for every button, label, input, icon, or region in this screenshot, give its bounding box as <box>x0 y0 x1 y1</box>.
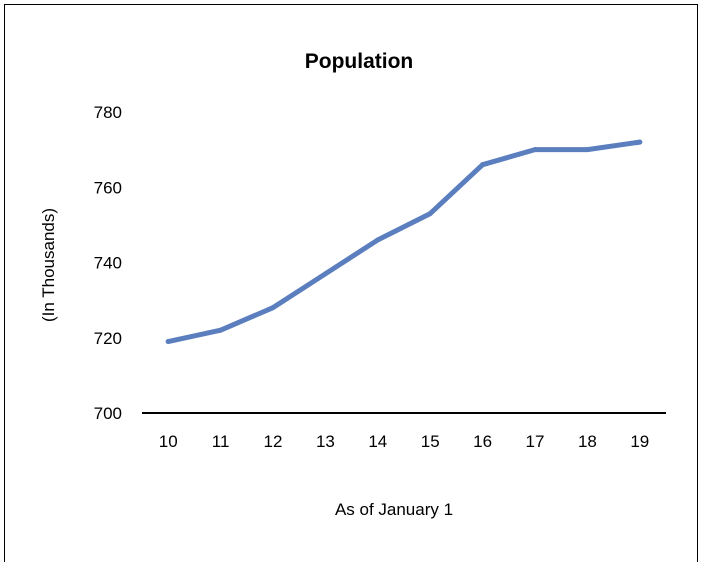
data-point <box>480 162 486 168</box>
chart-frame <box>4 4 698 562</box>
y-tick-label: 720 <box>94 329 122 348</box>
data-point <box>584 147 590 153</box>
y-axis-label: (In Thousands) <box>39 208 58 322</box>
chart-title: Population <box>305 50 414 73</box>
data-point <box>427 211 433 217</box>
x-tick-label: 13 <box>316 432 335 451</box>
data-point <box>218 327 224 333</box>
x-tick-label: 12 <box>264 432 283 451</box>
y-tick-label: 780 <box>94 103 122 122</box>
x-tick-label: 11 <box>212 432 230 451</box>
series-line <box>165 139 643 345</box>
y-tick-label: 740 <box>94 254 122 273</box>
data-point <box>532 147 538 153</box>
x-axis-label: As of January 1 <box>335 500 453 519</box>
y-tick-label: 700 <box>94 404 122 423</box>
y-tick-labels: 700 720 740 760 780 <box>94 103 122 423</box>
x-tick-label: 17 <box>526 432 545 451</box>
data-point <box>637 139 643 145</box>
x-tick-labels: 10 11 12 13 14 15 16 17 18 19 <box>159 432 650 451</box>
x-tick-label: 10 <box>159 432 178 451</box>
data-point <box>270 305 276 311</box>
data-point <box>375 237 381 243</box>
series-group <box>165 139 643 345</box>
x-tick-label: 19 <box>630 432 649 451</box>
y-tick-label: 760 <box>94 178 122 197</box>
x-tick-label: 16 <box>473 432 492 451</box>
x-tick-label: 15 <box>421 432 440 451</box>
x-tick-label: 14 <box>368 432 387 451</box>
data-point <box>165 339 171 345</box>
x-tick-label: 18 <box>578 432 597 451</box>
data-point <box>322 271 328 277</box>
